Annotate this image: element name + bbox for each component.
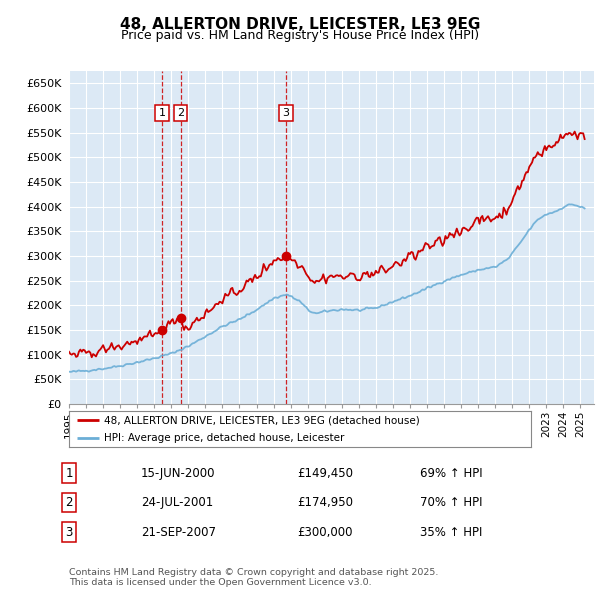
Text: 21-SEP-2007: 21-SEP-2007: [141, 526, 216, 539]
Text: Price paid vs. HM Land Registry's House Price Index (HPI): Price paid vs. HM Land Registry's House …: [121, 30, 479, 42]
Text: 35% ↑ HPI: 35% ↑ HPI: [420, 526, 482, 539]
Text: £300,000: £300,000: [297, 526, 353, 539]
Text: 1: 1: [158, 108, 166, 118]
Text: 3: 3: [65, 526, 73, 539]
Text: £149,450: £149,450: [297, 467, 353, 480]
Text: 2: 2: [177, 108, 184, 118]
Text: 3: 3: [283, 108, 289, 118]
Text: 1: 1: [65, 467, 73, 480]
Text: 69% ↑ HPI: 69% ↑ HPI: [420, 467, 482, 480]
Text: 2: 2: [65, 496, 73, 509]
Text: 48, ALLERTON DRIVE, LEICESTER, LE3 9EG (detached house): 48, ALLERTON DRIVE, LEICESTER, LE3 9EG (…: [104, 415, 419, 425]
Text: Contains HM Land Registry data © Crown copyright and database right 2025.
This d: Contains HM Land Registry data © Crown c…: [69, 568, 439, 587]
Text: 24-JUL-2001: 24-JUL-2001: [141, 496, 213, 509]
Text: 48, ALLERTON DRIVE, LEICESTER, LE3 9EG: 48, ALLERTON DRIVE, LEICESTER, LE3 9EG: [120, 17, 480, 31]
Text: 15-JUN-2000: 15-JUN-2000: [141, 467, 215, 480]
Text: HPI: Average price, detached house, Leicester: HPI: Average price, detached house, Leic…: [104, 432, 344, 442]
Text: 70% ↑ HPI: 70% ↑ HPI: [420, 496, 482, 509]
Text: £174,950: £174,950: [297, 496, 353, 509]
